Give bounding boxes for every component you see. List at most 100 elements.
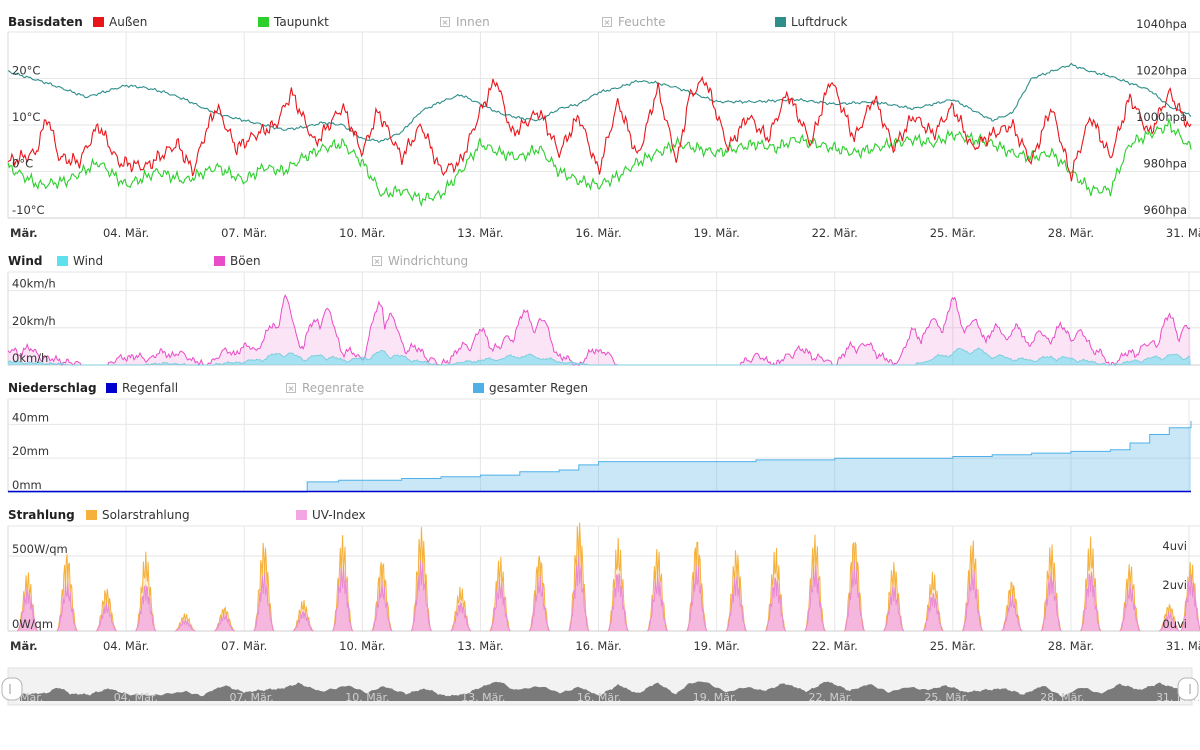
x-axis-tick-label: 04. Mär. [103,639,149,653]
series-wind-line [7,347,1191,366]
series-uv-index-peak-line [17,588,39,632]
y-axis-right-tick-label: 960hpa [1143,203,1187,217]
legend-swatch [57,256,68,266]
legend-swatch [93,17,104,27]
series-uv-index-peak-line [214,613,235,632]
series-uv-index-peak-line [371,580,393,632]
legend-label: Außen [109,15,147,29]
series-uv-index-peak-line [174,617,196,632]
series-uv-index-peak-line [1119,582,1141,632]
y-axis-tick-label: 20°C [12,64,40,78]
x-axis-tick-label: 07. Mär. [221,639,267,653]
y-axis-right-tick-label: 4uvi [1162,539,1187,553]
navigator[interactable]: Mär. 04. Mär. 07. Mär. 10. Mär. 13. Mär. 16. … [1,667,1200,706]
series-uv-index-peak-line [843,561,866,632]
series-uv-index-peak-area [922,593,944,631]
series-uv-index-peak-line [804,564,826,632]
legend-label: Böen [230,254,261,268]
series-luftdruck-line [7,62,1192,143]
series-uv-index-peak-area [529,575,550,631]
x-axis-tick-label: 07. Mär. [221,226,267,240]
legend-swatch [296,510,307,520]
y-axis-right-tick-label: 980hpa [1143,157,1187,171]
series-uv-index-peak-area [1180,574,1200,631]
series-uv-index-peak-area [214,613,235,631]
series-uv-index-peak-area [17,588,38,631]
series-uv-index-peak-line [410,560,432,632]
series-gesamter-regen-area [8,421,1191,492]
series-uv-index-peak-area [844,561,865,631]
navigator-tick-label: 16. Mär. [577,691,621,704]
x-axis-tick-label: 19. Mär. [693,639,739,653]
series-uv-index-peak-line [1080,572,1102,632]
legend-cross-icon [374,259,380,264]
series-uv-index-peak-line [646,573,669,632]
y-axis-right-tick-label: 1000hpa [1136,110,1187,124]
series-solarstrahlung-peak-area [135,551,156,631]
series-uv-index-peak-line [253,572,275,632]
series-uv-index-peak-line [607,573,629,632]
y-axis-tick-label: 20km/h [12,314,56,328]
x-axis-tick-label: Mär. [10,639,38,653]
grid-layer [7,31,1200,632]
navigator-left-handle[interactable] [1,677,23,701]
panel-title: Niederschlag [8,381,97,395]
navigator-right-handle[interactable] [1177,677,1199,701]
legend-swatch [86,510,97,520]
y-axis-tick-label: 0km/h [12,351,48,365]
navigator-tick-label: 10. Mär. [345,691,389,704]
series-uv-index-peak-area [1001,594,1023,631]
series-solarstrahlung-peak-line [135,551,157,632]
series-uv-index-peak-area [332,565,353,631]
series-uv-index-peak-area [647,573,668,631]
x-axis-tick-label: 25. Mär. [930,639,976,653]
y-axis-tick-label: 0°C [12,157,33,171]
series-uv-index-peak-line [1001,594,1023,632]
y-axis-tick-label: -10°C [12,203,45,217]
series-uv-index-peak-area [56,581,78,631]
series-uv-index-peak-area [489,580,511,631]
series-uv-index-peak-line [568,555,590,632]
x-axis-tick-label: 31. Mär. [1166,639,1200,653]
series-uv-index-peak-area [1080,572,1101,631]
x-axis-tick-label: 28. Mär. [1048,226,1094,240]
x-axis-tick-label: 16. Mär. [575,639,621,653]
series-uv-index-peak-area [411,560,432,631]
x-axis-tick-label: 19. Mär. [693,226,739,240]
series-uv-index-peak-area [568,556,590,631]
series-uv-index-peak-area [450,602,471,631]
x-axis-tick-label: 13. Mär. [457,639,503,653]
legend-cross-icon [442,20,448,25]
navigator-series [20,681,1180,701]
series-uv-index-peak-line [489,580,511,632]
series-uv-index-peak-line [56,581,78,632]
x-axis-tick-label: 25. Mär. [930,226,976,240]
navigator-tick-label: 13. Mär. [461,691,505,704]
series-uv-index-peak-area [726,575,747,631]
y-axis-tick-label: 0mm [12,478,42,492]
series-uv-index-peak-line [450,601,472,632]
series-uv-index-peak-area [804,565,826,631]
x-axis-tick-label: 13. Mär. [457,226,503,240]
navigator-tick-label: 19. Mär. [693,691,737,704]
y-axis-right-tick-label: 1040hpa [1136,17,1187,31]
x-axis-tick-label: 10. Mär. [339,639,385,653]
navigator-tick-label: 28. Mär. [1040,691,1084,704]
legend-label: Innen [456,15,490,29]
legend-label: Windrichtung [388,254,468,268]
legend-label: Regenfall [122,381,178,395]
series-uv-index-peak-area [1119,582,1141,631]
series-uv-index-peak-area [608,573,629,631]
series-uv-index-peak-area [174,619,196,631]
y-axis-tick-label: 0W/qm [12,617,53,631]
x-axis-tick-label: Mär. [10,226,38,240]
legend-swatch [106,383,117,393]
series-uv-index-peak-area [883,585,904,631]
navigator-tick-label: 07. Mär. [229,691,273,704]
legend-swatch [214,256,225,266]
legend-label: Taupunkt [273,15,329,29]
series-uv-index-peak-line [765,577,787,632]
series-uv-index-peak-area [1041,572,1062,631]
series-solarstrahlung-peak-line [607,537,629,632]
